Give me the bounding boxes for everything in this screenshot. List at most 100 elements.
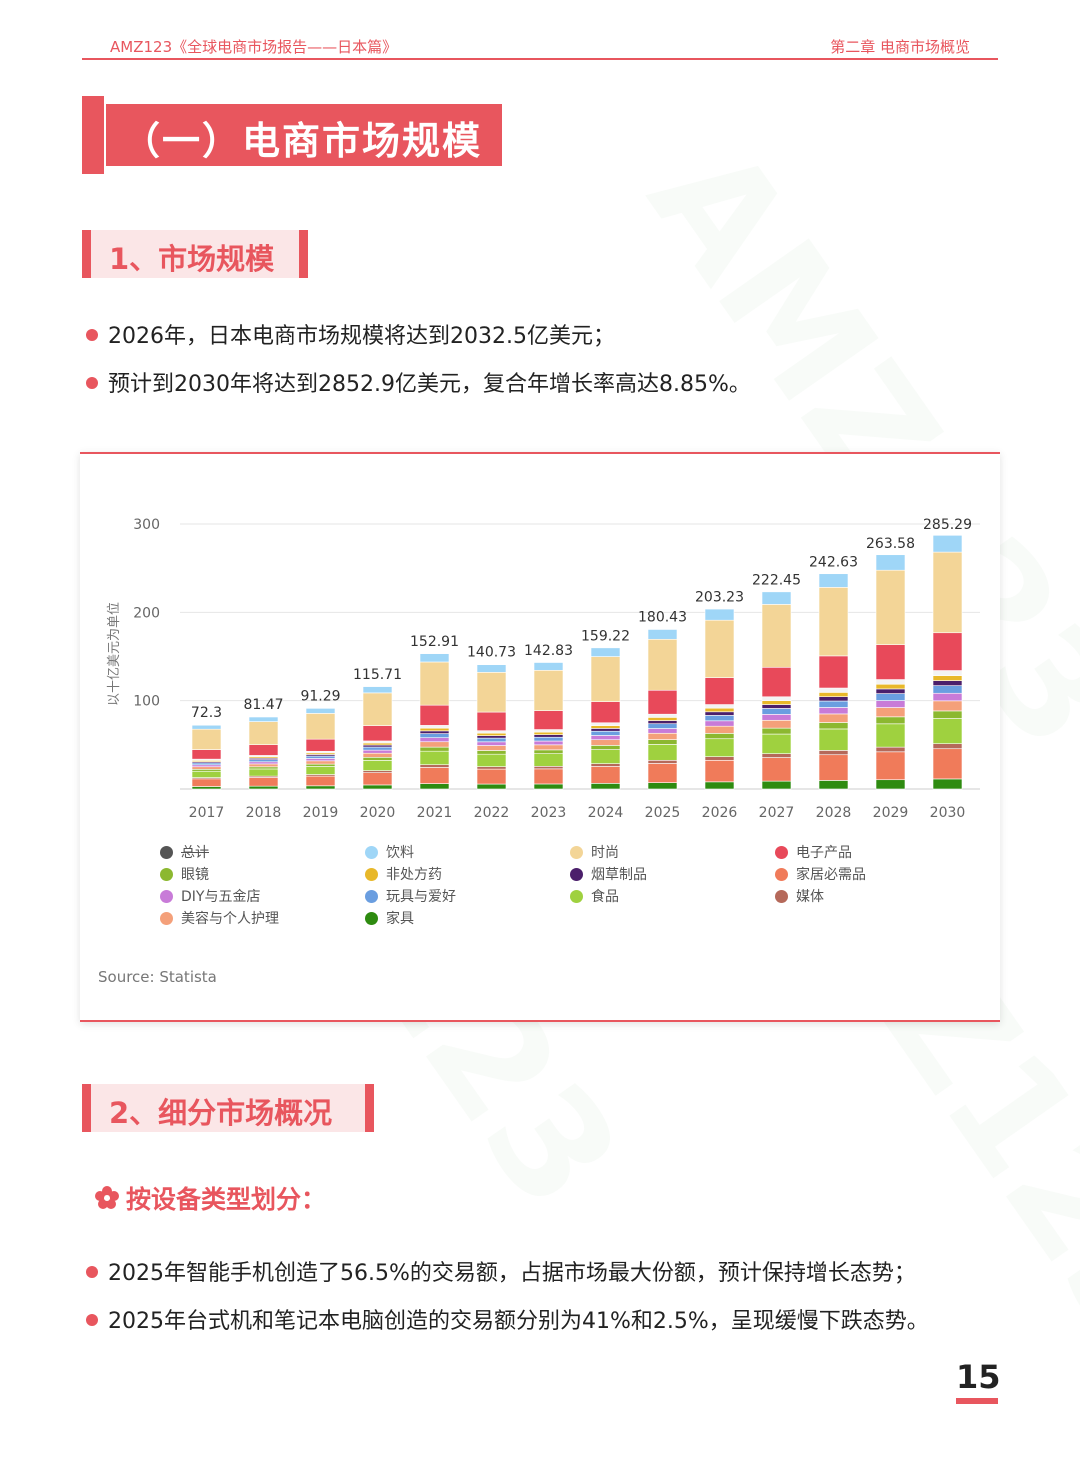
legend-label: 食品 xyxy=(591,889,619,905)
bar-segment xyxy=(419,727,450,732)
bar-segment xyxy=(248,744,279,756)
bar-segment xyxy=(932,748,963,780)
bar-segment xyxy=(533,783,564,790)
bar-segment xyxy=(875,723,906,748)
legend-item[interactable]: 玩具与爱好 xyxy=(365,886,456,906)
bar-segment xyxy=(419,767,450,784)
bar-segment xyxy=(590,739,621,746)
bar-segment xyxy=(476,753,507,767)
bullet-text: 预计到2030年将达到2852.9亿美元，复合年增长率高达8.85%。 xyxy=(108,372,751,397)
legend-item[interactable]: 美容与个人护理 xyxy=(160,908,279,928)
bar-segment xyxy=(590,766,621,784)
legend-item[interactable]: 眼镜 xyxy=(160,864,209,884)
legend-swatch xyxy=(365,845,378,859)
bar-segment xyxy=(362,770,393,773)
legend-item[interactable]: 家具 xyxy=(365,908,414,928)
total-label: 115.71 xyxy=(353,667,402,683)
bar-segment xyxy=(704,608,735,621)
legend-label: 电子产品 xyxy=(796,845,852,861)
bullet-text: 2026年，日本电商市场规模将达到2032.5亿美元； xyxy=(108,324,615,349)
bar-segment xyxy=(761,719,792,729)
bar-segment xyxy=(362,742,393,746)
device-type-heading: 按设备类型划分： xyxy=(94,1180,326,1216)
bar-segment xyxy=(932,632,963,671)
bar-segment xyxy=(533,765,564,770)
legend-item[interactable]: 电子产品 xyxy=(775,842,852,862)
bar-segment xyxy=(932,778,963,790)
bar-segment xyxy=(191,766,222,770)
total-label: 81.47 xyxy=(243,697,283,713)
bar-segment xyxy=(191,786,222,790)
bar-segment xyxy=(818,700,849,708)
bar-segment xyxy=(818,750,849,756)
legend-label: 总计 xyxy=(181,845,209,861)
bar-segment xyxy=(932,700,963,712)
bar-segment xyxy=(932,535,963,553)
bar-segment xyxy=(590,656,621,702)
bar-segment xyxy=(761,780,792,790)
bar-segment xyxy=(590,728,621,732)
stacked-bar-chart: 100 200 300 以十亿美元为单位 72.3 2017 81.47 2018 91.29 2… xyxy=(107,517,980,821)
page-header: AMZ123《全球电商市场报告——日本篇》 第二章 电商市场概览 xyxy=(82,30,998,60)
y-axis-label: 以十亿美元为单位 xyxy=(107,602,122,706)
legend-item[interactable]: DIY与五金店 xyxy=(160,886,260,906)
bar-segment xyxy=(818,780,849,790)
bar-segment xyxy=(932,710,963,719)
bar-segment xyxy=(533,740,564,746)
bar-segment xyxy=(419,750,450,766)
bar-segment xyxy=(191,724,222,730)
x-tick-label: 2017 xyxy=(189,805,225,821)
bar-segment xyxy=(704,733,735,740)
bar-segment xyxy=(647,723,678,729)
legend-item[interactable]: 食品 xyxy=(570,886,619,906)
legend-swatch xyxy=(570,867,583,881)
header-report-title: AMZ123《全球电商市场报告——日本篇》 xyxy=(110,38,398,56)
bar-segment xyxy=(704,704,735,709)
bar-segment xyxy=(305,758,336,762)
page-number-bar xyxy=(956,1398,998,1404)
legend-item[interactable]: 烟草制品 xyxy=(570,864,647,884)
bar-segment xyxy=(932,718,963,744)
bar-segment xyxy=(818,696,849,702)
legend-label: 家居必需品 xyxy=(796,867,866,883)
bar-segment xyxy=(476,741,507,746)
legend-item[interactable]: 总计 xyxy=(160,842,209,862)
total-label: 159.22 xyxy=(581,628,630,644)
bar-segment xyxy=(818,754,849,781)
legend-label: DIY与五金店 xyxy=(181,889,261,905)
total-label: 72.3 xyxy=(191,705,222,721)
y-tick-label: 100 xyxy=(133,694,160,710)
bar-segment xyxy=(248,761,279,765)
bar-segment xyxy=(362,756,393,761)
legend-label: 饮料 xyxy=(386,845,414,861)
total-label: 152.91 xyxy=(410,634,459,650)
bar-segment xyxy=(305,785,336,790)
bar-segment xyxy=(875,716,906,725)
total-label: 203.23 xyxy=(695,589,744,605)
legend-item[interactable]: 非处方药 xyxy=(365,864,442,884)
total-label: 91.29 xyxy=(300,688,340,704)
bar-segment xyxy=(476,732,507,736)
bar-segment xyxy=(647,763,678,783)
legend-item[interactable]: 时尚 xyxy=(570,842,619,862)
bar-segment xyxy=(305,760,336,765)
total-label: 242.63 xyxy=(809,555,858,571)
bar-segment xyxy=(647,744,678,761)
legend-item[interactable]: 饮料 xyxy=(365,842,414,862)
bar-segment xyxy=(704,619,735,678)
bar-segment xyxy=(533,768,564,785)
bar-segment xyxy=(875,554,906,571)
bar-segment xyxy=(647,732,678,740)
legend-item[interactable]: 媒体 xyxy=(775,886,824,906)
bar-segment xyxy=(704,738,735,757)
subsection-title-2: 2、细分市场概况 xyxy=(109,1096,333,1130)
bar-segment xyxy=(932,551,963,634)
bullet-text: 2025年台式机和笔记本电脑创造的交易额分别为41%和2.5%，呈现缓慢下跌态势… xyxy=(108,1309,929,1334)
bar-segment xyxy=(419,741,450,748)
legend-swatch xyxy=(775,889,788,903)
legend-item[interactable]: 家居必需品 xyxy=(775,864,866,884)
total-label: 285.29 xyxy=(923,517,972,533)
bar-segment xyxy=(704,759,735,783)
total-label: 140.73 xyxy=(467,645,516,661)
bar-segment xyxy=(305,713,336,740)
